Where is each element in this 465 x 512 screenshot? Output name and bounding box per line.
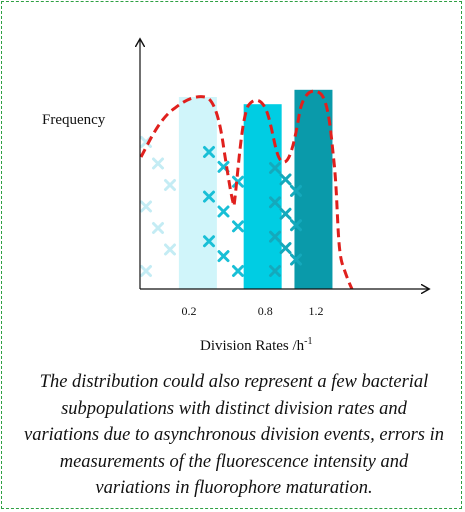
scatter-marker (290, 184, 302, 197)
scatter-marker (164, 179, 176, 191)
figure-caption: The distribution could also represent a … (24, 372, 444, 498)
bar-3 (294, 89, 333, 289)
division-rate-chart: 0.2 0.8 1.2 (0, 0, 465, 318)
scatter-marker (290, 219, 302, 232)
x-tick-label: 0.2 (182, 304, 197, 318)
scatter-marker (269, 196, 281, 209)
scatter-marker (152, 222, 164, 234)
scatter-marker (290, 253, 302, 266)
x-tick-label: 1.2 (309, 304, 324, 318)
scatter-marker (279, 242, 292, 255)
scatter-marker (203, 235, 215, 248)
x-axis-label-unit: -1 (304, 336, 313, 347)
bar-2 (243, 104, 282, 289)
scatter-marker (279, 173, 292, 186)
scatter-marker (232, 265, 244, 277)
scatter-marker (269, 230, 281, 243)
scatter-marker (269, 162, 281, 174)
x-axis-label: Division Rates /h-1 (200, 336, 313, 355)
scatter-marker (269, 265, 281, 277)
scatter-marker (217, 205, 230, 218)
y-axis-label: Frequency (42, 112, 106, 128)
scatter-marker (217, 250, 230, 263)
scatter-marker (279, 207, 292, 220)
scatter-marker (232, 220, 244, 233)
scatter-marker (152, 157, 164, 170)
scatter-marker (140, 200, 152, 213)
x-tick-label: 0.8 (258, 304, 273, 318)
distribution-curve (139, 89, 354, 290)
scatter-marker (203, 146, 215, 158)
scatter-marker (140, 265, 152, 277)
x-axis-label-text: Division Rates /h (200, 338, 305, 354)
scatter-marker (164, 243, 176, 256)
scatter-marker (203, 190, 215, 203)
